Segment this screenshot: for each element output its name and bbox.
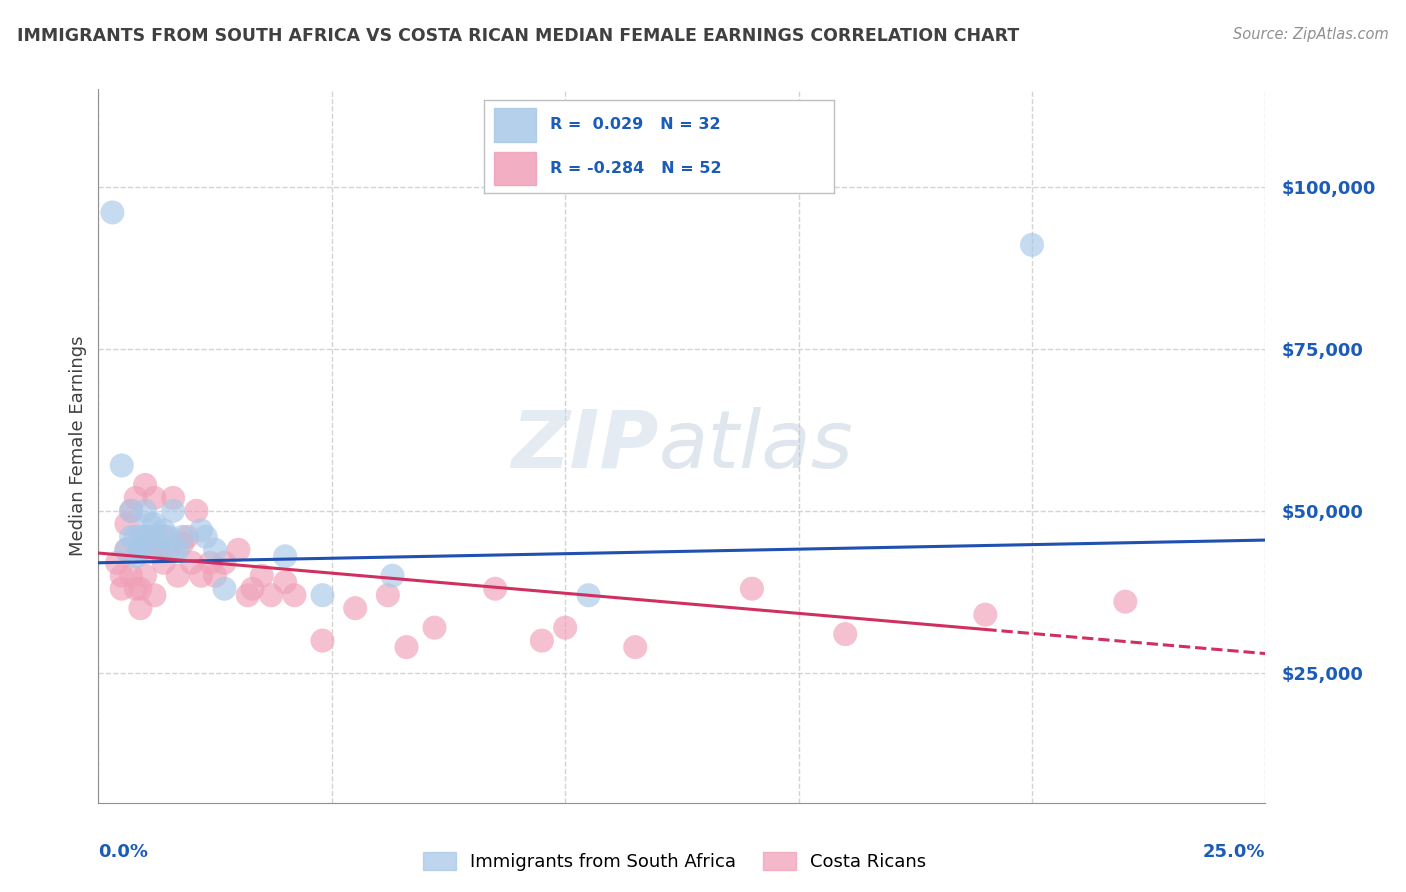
Point — [260, 588, 283, 602]
Point — [274, 575, 297, 590]
Point — [186, 504, 208, 518]
Point — [120, 568, 142, 582]
Point — [172, 530, 194, 544]
Text: 25.0%: 25.0% — [1204, 843, 1265, 861]
Point — [311, 588, 333, 602]
Point — [166, 542, 188, 557]
Point — [152, 524, 174, 538]
Point — [134, 568, 156, 582]
Point — [129, 530, 152, 544]
Point — [166, 568, 188, 582]
Point — [381, 568, 404, 582]
Point — [1114, 595, 1136, 609]
Point — [143, 588, 166, 602]
Text: 0.0%: 0.0% — [98, 843, 149, 861]
Point — [423, 621, 446, 635]
Point — [143, 491, 166, 505]
Point — [134, 530, 156, 544]
Point — [344, 601, 367, 615]
Point — [129, 542, 152, 557]
Point — [125, 549, 148, 564]
Point — [111, 582, 134, 596]
Point — [120, 530, 142, 544]
Point — [214, 556, 236, 570]
Point — [129, 542, 152, 557]
Point — [139, 516, 162, 531]
Point — [530, 633, 553, 648]
Point — [115, 542, 138, 557]
Point — [283, 588, 305, 602]
Point — [125, 530, 148, 544]
Point — [190, 524, 212, 538]
Point — [139, 542, 162, 557]
Point — [152, 556, 174, 570]
Point — [311, 633, 333, 648]
Point — [101, 205, 124, 219]
Legend: Immigrants from South Africa, Costa Ricans: Immigrants from South Africa, Costa Rica… — [416, 846, 934, 879]
Text: Source: ZipAtlas.com: Source: ZipAtlas.com — [1233, 27, 1389, 42]
Point — [115, 542, 138, 557]
Point — [111, 568, 134, 582]
Point — [834, 627, 856, 641]
Point — [162, 542, 184, 557]
Point — [129, 601, 152, 615]
Point — [143, 530, 166, 544]
Point — [974, 607, 997, 622]
Point — [139, 536, 162, 550]
Point — [176, 530, 198, 544]
Point — [214, 582, 236, 596]
Point — [129, 582, 152, 596]
Point — [157, 542, 180, 557]
Point — [741, 582, 763, 596]
Point — [172, 536, 194, 550]
Point — [194, 530, 217, 544]
Point — [204, 542, 226, 557]
Point — [134, 504, 156, 518]
Point — [578, 588, 600, 602]
Point — [125, 491, 148, 505]
Point — [162, 491, 184, 505]
Point — [134, 530, 156, 544]
Point — [115, 516, 138, 531]
Point — [129, 542, 152, 557]
Point — [484, 582, 506, 596]
Point — [111, 458, 134, 473]
Point — [228, 542, 250, 557]
Point — [148, 536, 170, 550]
Point — [554, 621, 576, 635]
Point — [105, 556, 128, 570]
Y-axis label: Median Female Earnings: Median Female Earnings — [69, 335, 87, 557]
Point — [250, 568, 273, 582]
Point — [200, 556, 222, 570]
Point — [180, 556, 202, 570]
Point — [190, 568, 212, 582]
Point — [157, 530, 180, 544]
Point — [120, 504, 142, 518]
Point — [120, 504, 142, 518]
Point — [395, 640, 418, 654]
Text: ZIP: ZIP — [512, 407, 658, 485]
Point — [125, 582, 148, 596]
Point — [274, 549, 297, 564]
Point — [624, 640, 647, 654]
Point — [148, 542, 170, 557]
Point — [377, 588, 399, 602]
Point — [242, 582, 264, 596]
Point — [134, 478, 156, 492]
Point — [1021, 238, 1043, 252]
Point — [152, 530, 174, 544]
Point — [204, 568, 226, 582]
Point — [236, 588, 259, 602]
Point — [162, 504, 184, 518]
Text: atlas: atlas — [658, 407, 853, 485]
Text: IMMIGRANTS FROM SOUTH AFRICA VS COSTA RICAN MEDIAN FEMALE EARNINGS CORRELATION C: IMMIGRANTS FROM SOUTH AFRICA VS COSTA RI… — [17, 27, 1019, 45]
Point — [143, 516, 166, 531]
